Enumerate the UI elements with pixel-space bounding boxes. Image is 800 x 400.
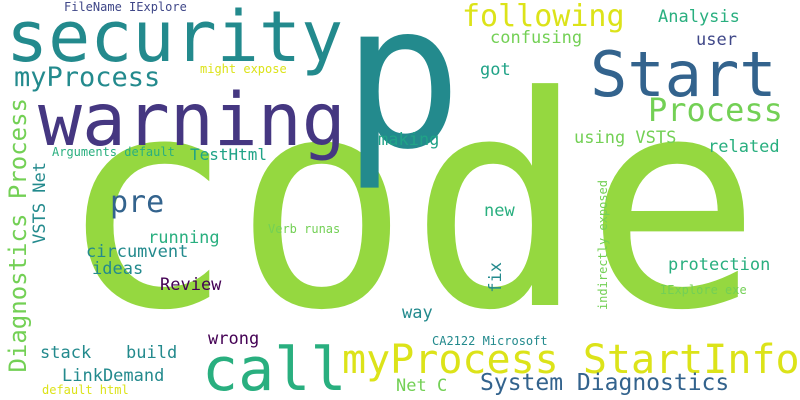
word-circumvent: circumvent	[86, 242, 189, 262]
word-build: build	[126, 343, 178, 363]
word-ideas: ideas	[92, 259, 144, 279]
word-way: way	[402, 303, 433, 323]
word-user: user	[696, 30, 737, 50]
word-code: code	[58, 34, 762, 374]
word-net-c: Net C	[396, 376, 448, 396]
word-verb-runas: Verb runas	[268, 222, 341, 236]
word-security: security	[6, 0, 344, 78]
word-analysis: Analysis	[658, 7, 740, 27]
word-default-html: default html	[42, 383, 129, 397]
word-call: call	[202, 335, 347, 400]
word-iexplore-exe: IExplore exe	[660, 283, 747, 297]
word-protection: protection	[668, 255, 771, 275]
word-filename-iexplore: FileName IExplore	[64, 0, 187, 14]
word-vsts-net: VSTS Net	[30, 162, 50, 244]
word-system-diagnostics: System Diagnostics	[480, 370, 730, 396]
word-myprocess: myProcess	[14, 62, 161, 93]
word-diagnostics-process: Diagnostics Process	[4, 98, 32, 373]
word-might-expose: might expose	[200, 62, 287, 76]
word-fix: fix	[486, 262, 506, 293]
word-linkdemand: LinkDemand	[62, 366, 165, 386]
word-got: got	[480, 60, 511, 80]
word-related: related	[708, 137, 780, 157]
word-wrong: wrong	[208, 329, 260, 349]
word-process: Process	[648, 91, 783, 129]
word-ca2122-microsoft: CA2122 Microsoft	[432, 334, 548, 348]
word-myprocess-startinfo: myProcess StartInfo	[342, 337, 800, 383]
word-testhtml: TestHtml	[190, 145, 268, 164]
word-following: following	[462, 0, 625, 34]
word-running: running	[148, 228, 220, 248]
word-pre: pre	[110, 185, 165, 220]
word-new: new	[484, 201, 515, 221]
word-indirectly-exposed: indirectly exposed	[596, 180, 610, 311]
word-confusing: confusing	[490, 28, 583, 48]
word-p: p	[342, 0, 463, 194]
word-using-vsts: using VSTS	[574, 128, 677, 148]
word-arguments-default: Arguments default	[52, 145, 175, 159]
word-review: Review	[160, 275, 222, 295]
word-start: Start	[590, 38, 777, 111]
word-making: making	[378, 130, 440, 150]
word-stack: stack	[40, 343, 92, 363]
word-warning: warning	[38, 78, 346, 163]
